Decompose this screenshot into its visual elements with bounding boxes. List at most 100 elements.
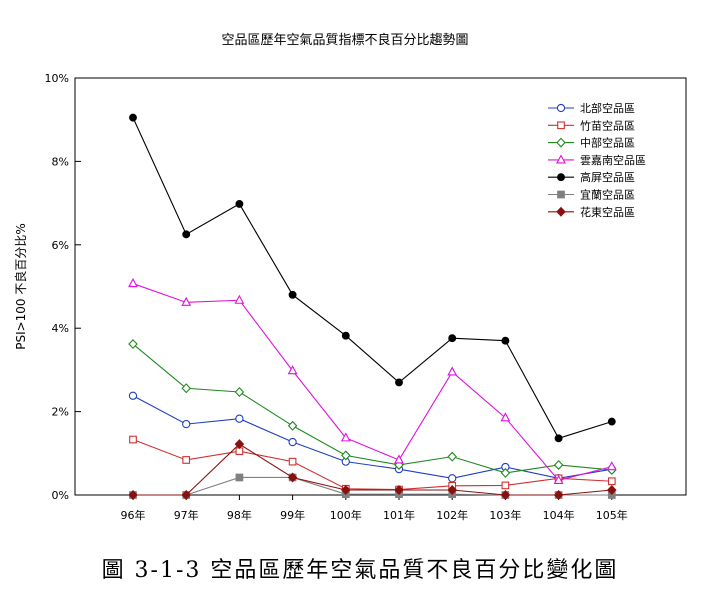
data-point [500,467,511,478]
x-tick-label: 100年 [330,508,362,522]
data-point [447,366,458,376]
y-tick-label: 4% [52,322,69,335]
x-tick-label: 103年 [489,508,521,522]
legend-swatch-marker [556,137,566,148]
legend-item: 花東空品區 [548,205,635,219]
data-point [447,484,457,495]
data-point [128,339,138,350]
line-chart: 空品區歷年空氣品質指標不良百分比趨勢圖 PSI>100 不良百分比% 0% 2% 4… [13,32,687,522]
legend-item: 中部空品區 [548,136,635,150]
data-point [182,419,191,429]
data-point [448,334,457,343]
legend-swatch-marker [557,173,565,182]
data-point [288,457,297,466]
y-tick-label: 6% [52,239,69,252]
data-point [129,113,137,122]
chart-title: 空品區歷年空氣品質指標不良百分比趨勢圖 [221,32,468,48]
series-group [128,113,617,500]
data-point [181,383,191,394]
legend-swatch-marker [557,121,565,130]
data-point [288,290,297,299]
figure-caption: 圖 3-1-3 空品區歷年空氣品質不良百分比變化圖 [101,558,619,583]
x-axis-ticks: 96年 97年 98年 99年 100年 101年 102年 103年 104年 105年 [121,495,628,522]
data-point [500,412,511,422]
series-5 [129,113,616,443]
series-line [133,476,612,496]
data-point [553,474,564,484]
x-tick-label: 101年 [383,508,415,522]
series-7 [128,439,617,500]
data-point [287,472,298,483]
series-1 [128,391,616,483]
data-point [394,454,404,464]
series-line [132,395,612,479]
series-line [133,443,612,496]
legend-swatch-marker [556,103,566,113]
legend-item: 高屏空品區 [548,170,635,184]
data-point [234,387,245,397]
series-line [132,283,612,482]
data-point [341,331,350,340]
data-point [235,473,244,482]
data-point [287,420,298,431]
data-point [128,490,138,500]
data-point [501,336,510,345]
plot-frame [74,77,687,496]
series-3 [128,339,617,478]
legend-item: 雲嘉南空品區 [548,153,646,167]
legend-label: 高屏空品區 [580,170,635,184]
y-tick-label: 2% [52,406,69,419]
data-point [448,474,457,483]
data-point [182,456,191,464]
legend-label: 宜蘭空品區 [580,188,635,202]
legend-label: 北部空品區 [580,101,635,115]
y-axis-ticks: 0% 2% 4% 6% 8% 10% [45,72,81,502]
y-tick-label: 10% [45,72,69,85]
legend-label: 中部空品區 [580,136,635,150]
legend-swatch-marker [556,154,566,164]
series-line [132,439,612,491]
data-point [181,490,191,500]
x-tick-label: 99年 [280,508,305,522]
x-tick-label: 104年 [543,508,575,522]
legend-item: 宜蘭空品區 [548,188,635,202]
plot-axes [74,77,687,496]
series-line [132,117,612,439]
data-point [395,378,403,387]
legend-item: 竹苗空品區 [548,118,635,132]
legend-label: 花東空品區 [580,205,635,219]
legend-label: 竹苗空品區 [580,118,635,132]
legend-label: 雲嘉南空品區 [580,153,646,167]
data-point [553,459,564,470]
data-point [235,199,244,208]
data-point [287,365,298,375]
series-line [132,343,612,474]
y-tick-label: 8% [52,155,69,168]
data-point [128,391,138,400]
series-2 [129,435,616,494]
legend-swatch-marker [557,190,565,199]
x-tick-label: 97年 [174,508,199,522]
data-point [234,294,245,304]
x-tick-label: 102年 [436,508,468,522]
x-tick-label: 98年 [227,508,252,522]
data-point [288,437,297,447]
data-point [181,296,192,306]
data-point [182,230,191,239]
data-point [128,278,138,288]
data-point [607,417,616,426]
data-point [341,450,351,461]
legend-swatch-marker [556,206,566,217]
data-point [607,484,617,495]
data-point [394,484,404,495]
x-tick-label: 96年 [121,508,146,522]
data-point [553,490,564,500]
data-point [447,451,457,462]
y-axis-label: PSI>100 不良百分比% [13,223,28,350]
data-point [235,414,244,423]
legend-item: 北部空品區 [548,101,635,115]
data-point [129,435,137,444]
data-point [340,432,351,442]
data-point [607,477,616,486]
